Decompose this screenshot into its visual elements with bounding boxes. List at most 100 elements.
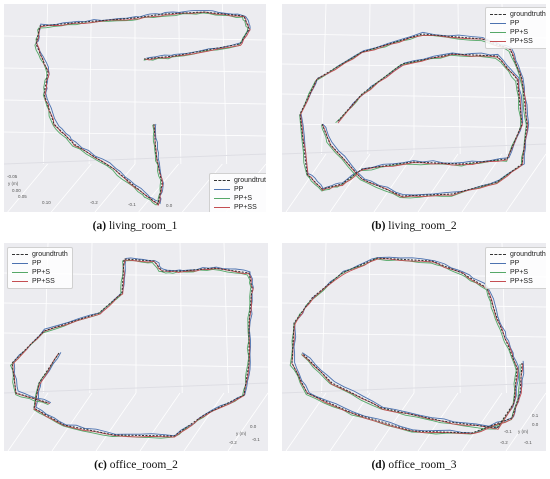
legend-item-groundtruth: groundtruth — [214, 176, 266, 185]
grid-line — [223, 243, 229, 394]
series-line-pp — [13, 257, 254, 437]
grid-line — [282, 63, 546, 69]
grid-lines — [4, 4, 266, 212]
caption-tag: (d) — [371, 459, 386, 471]
legend-item-groundtruth: groundtruth — [490, 10, 546, 19]
caption-b: (b) living_room_2 — [282, 220, 546, 232]
grid-line — [367, 243, 371, 394]
plot-living-room-1: -0.05 y (m) 0.00 0.05 0.10 -0.2 -0.1 0.0… — [4, 4, 266, 212]
tick-label: 0.1 — [532, 413, 539, 418]
plot-office-room-3: -0.1 y (m) 0.0 0.1 -0.2 -0.1 groundtruth… — [282, 243, 546, 451]
grid-line — [88, 4, 92, 165]
legend-item-pp-ss: PP+SS — [490, 37, 546, 46]
grid-line — [285, 153, 327, 212]
legend-label: groundtruth — [510, 11, 546, 18]
caption-d: (d) office_room_3 — [282, 459, 546, 471]
legend-label: PP — [32, 260, 42, 267]
legend-label: PP+SS — [510, 278, 533, 285]
legend-item-pp: PP — [490, 259, 546, 268]
legend-label: PP+S — [234, 195, 253, 202]
grid-line — [329, 392, 371, 451]
grid-line — [94, 163, 136, 212]
legend-label: PP+SS — [32, 278, 55, 285]
legend-item-groundtruth: groundtruth — [490, 250, 546, 259]
caption-tag: (a) — [92, 220, 107, 232]
grid-line — [227, 392, 268, 451]
grid-line — [95, 392, 137, 451]
axis-label-y: y (m) — [518, 429, 529, 434]
tick-label: 0.0 — [166, 203, 173, 208]
legend-item-pp-ss: PP+SS — [490, 277, 546, 286]
grid-line — [4, 332, 268, 338]
tick-label: -0.2 — [229, 440, 237, 445]
grid-line — [4, 362, 268, 368]
caption-name: living_room_1 — [108, 220, 178, 232]
grid-line — [51, 163, 92, 212]
legend-label: PP — [510, 20, 520, 27]
series-line-pp — [293, 256, 525, 434]
grid-line — [4, 302, 268, 308]
grid-line — [4, 382, 268, 394]
legend-b: groundtruth PP PP+S PP+SS — [485, 7, 546, 49]
grid-line — [4, 35, 266, 41]
grid-line — [417, 153, 459, 212]
grid-line — [505, 153, 546, 212]
axis-label-y: y (m) — [8, 181, 19, 186]
legend-item-pp-ss: PP+SS — [12, 277, 68, 286]
grid-line — [7, 163, 48, 212]
series-line-groundtruth — [35, 11, 250, 205]
grid-line — [457, 4, 461, 155]
legend-item-groundtruth: groundtruth — [12, 250, 68, 259]
tick-label: 0.0 — [532, 422, 539, 427]
axis-label-y: y (m) — [236, 431, 247, 436]
grid-line — [183, 392, 225, 451]
grid-line — [7, 392, 49, 451]
legend-d: groundtruth PP PP+S PP+SS — [485, 247, 546, 289]
grid-line — [4, 153, 266, 165]
trajectory-plot-a — [4, 4, 266, 212]
caption-tag: (c) — [94, 459, 107, 471]
tick-label: -0.1 — [524, 440, 532, 445]
series-line-pp-plus-s — [34, 12, 249, 206]
caption-name: living_room_2 — [388, 220, 457, 232]
tick-label: 0.10 — [42, 200, 51, 205]
legend-label: groundtruth — [510, 251, 546, 258]
grid-line — [282, 302, 546, 308]
grid-line — [138, 163, 179, 212]
grid-line — [282, 382, 546, 394]
legend-item-pp-s: PP+S — [12, 268, 68, 277]
grid-line — [457, 243, 461, 394]
grid-line — [221, 4, 228, 165]
legend-item-pp: PP — [214, 185, 266, 194]
caption-a: (a) living_room_1 — [4, 220, 266, 232]
legend-c: groundtruth PP PP+S PP+SS — [7, 247, 73, 289]
tick-label: -0.1 — [504, 429, 512, 434]
grid-line — [329, 153, 371, 212]
grid-line — [282, 362, 546, 368]
legend-label: PP+S — [510, 29, 529, 36]
tick-label: 0.0 — [250, 424, 257, 429]
legend-item-pp-ss: PP+SS — [214, 203, 266, 212]
legend-label: PP+SS — [510, 38, 533, 45]
grid-line — [51, 392, 93, 451]
series-line-pp-plus-s — [299, 35, 527, 199]
trajectory-plot-b — [282, 4, 546, 212]
grid-line — [42, 4, 49, 165]
tick-label: -0.1 — [252, 437, 260, 442]
grid-line — [182, 163, 223, 212]
grid-line — [282, 123, 546, 129]
plot-office-room-2: y (m) 0.0 -0.2 -0.1 groundtruth PP PP+S … — [4, 243, 268, 451]
legend-label: PP — [234, 186, 244, 193]
legend-label: PP+S — [510, 269, 529, 276]
series-line-groundtruth — [299, 33, 528, 197]
grid-line — [461, 153, 503, 212]
legend-label: PP+SS — [234, 204, 257, 211]
legend-label: groundtruth — [234, 177, 266, 184]
legend-label: groundtruth — [32, 251, 68, 258]
tick-label: -0.05 — [7, 174, 18, 179]
legend-item-pp-s: PP+S — [490, 268, 546, 277]
tick-label: -0.1 — [128, 202, 136, 207]
legend-item-pp: PP — [490, 19, 546, 28]
legend-a: groundtruth PP PP+S PP+SS — [209, 173, 266, 212]
series-line-groundtruth — [11, 258, 253, 437]
